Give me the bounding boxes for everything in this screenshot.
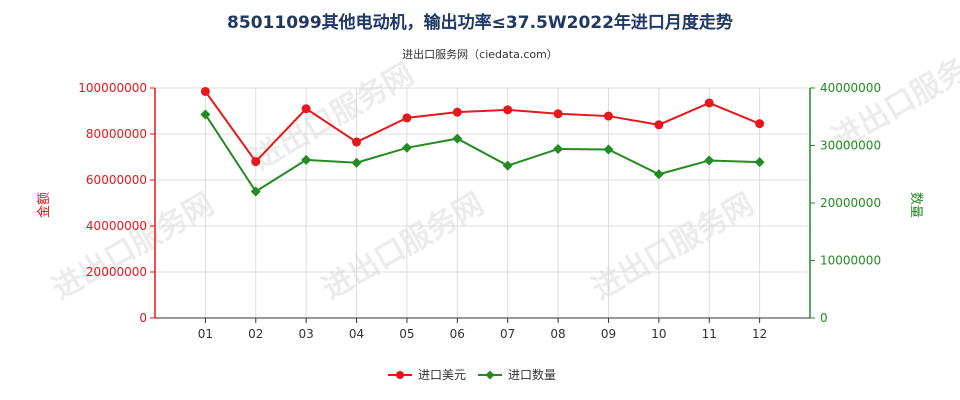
chart-subtitle: 进出口服务网（ciedata.com） xyxy=(402,47,558,61)
axes-layer: 0 20000000 40000000 60000000 80000000 1000000… xyxy=(78,81,881,341)
series-1-point xyxy=(200,109,211,120)
series-0-point xyxy=(352,137,362,147)
x-axis-tick-label: 07 xyxy=(500,327,515,341)
right-axis-tick-label: 0 xyxy=(820,311,828,325)
chart-title: 85011099其他电动机，输出功率≤37.5W2022年进口月度走势 xyxy=(227,12,733,33)
series-line-0 xyxy=(204,90,760,164)
right-axis-tick-label: 20000000 xyxy=(820,196,881,210)
series-1-point xyxy=(603,144,614,155)
series-0-point xyxy=(452,107,462,117)
x-axis-tick-label: 05 xyxy=(399,327,414,341)
watermark-text: 进出口服务网 xyxy=(317,187,490,307)
series-0-point xyxy=(755,119,765,129)
left-axis-title: 金额 xyxy=(36,192,52,218)
series-1-point xyxy=(301,154,312,165)
x-axis-tick-label: 11 xyxy=(702,327,717,341)
watermark-text: 进出口服务网 xyxy=(247,57,420,177)
right-axis-title: 数量 xyxy=(908,192,923,218)
legend-marker-0 xyxy=(396,371,404,379)
series-0-point xyxy=(704,98,714,108)
series-1-point xyxy=(502,160,513,171)
right-axis-tick-label: 10000000 xyxy=(820,254,881,268)
legend: 进口美元 进口数量 xyxy=(388,367,556,382)
x-axis-tick-label: 12 xyxy=(752,327,767,341)
legend-label-1: 进口数量 xyxy=(508,367,556,382)
x-axis-tick-label: 10 xyxy=(651,327,666,341)
series-layer xyxy=(200,86,765,197)
series-1-point xyxy=(754,157,765,168)
series-0-point xyxy=(301,104,311,114)
left-axis-tick-label: 0 xyxy=(139,311,147,325)
series-0-point xyxy=(603,111,613,121)
series-1-point xyxy=(401,142,412,153)
series-line-1 xyxy=(204,113,760,193)
watermark-text: 进出口服务网 xyxy=(47,187,220,307)
x-axis-tick-label: 08 xyxy=(550,327,565,341)
series-0-point xyxy=(402,113,412,123)
left-axis-tick-label: 60000000 xyxy=(86,173,147,187)
series-1-point xyxy=(653,169,664,180)
x-axis-tick-label: 03 xyxy=(299,327,314,341)
x-axis-tick-label: 06 xyxy=(450,327,465,341)
series-0-point xyxy=(200,86,210,96)
grid-layer xyxy=(154,87,811,319)
right-axis-tick-label: 40000000 xyxy=(820,81,881,95)
series-1-point xyxy=(704,155,715,166)
left-axis-tick-label: 80000000 xyxy=(86,127,147,141)
left-axis-tick-label: 100000000 xyxy=(78,81,147,95)
series-0-point xyxy=(251,157,261,167)
left-axis-tick-label: 20000000 xyxy=(86,265,147,279)
left-axis-tick-label: 40000000 xyxy=(86,219,147,233)
series-0-point xyxy=(503,105,513,115)
x-axis-tick-label: 01 xyxy=(198,327,213,341)
x-axis-tick-label: 09 xyxy=(601,327,616,341)
series-1-point xyxy=(250,186,261,197)
series-0-point xyxy=(553,109,563,119)
series-0-point xyxy=(654,120,664,130)
watermark-text: 进出口服务网 xyxy=(587,187,760,307)
legend-label-0: 进口美元 xyxy=(418,368,466,382)
right-axis-tick-label: 30000000 xyxy=(820,139,881,153)
series-1-point xyxy=(351,157,362,168)
series-1-point xyxy=(553,143,564,154)
legend-marker-1 xyxy=(485,370,495,380)
x-axis-tick-label: 04 xyxy=(349,327,364,341)
series-1-point xyxy=(452,133,463,144)
x-axis-tick-label: 02 xyxy=(248,327,263,341)
